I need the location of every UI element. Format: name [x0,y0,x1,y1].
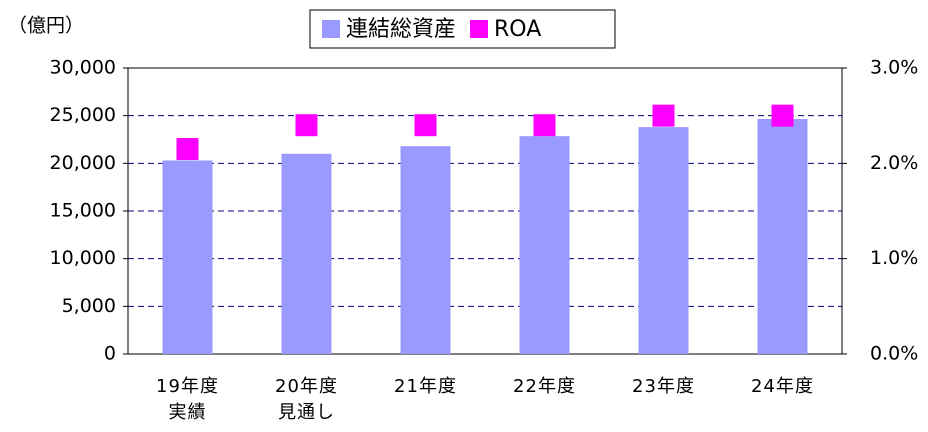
x-tick-label: 19年度 実績 [156,376,219,423]
roa-marker [771,104,794,127]
legend-label: 連結総資産 [346,17,456,42]
roa-marker [533,114,556,137]
legend-swatch [470,20,489,38]
plot-border [127,67,843,355]
legend-label: ROA [494,17,541,42]
bar [162,160,213,354]
x-tick-label: 24年度 [751,376,814,397]
bar [400,146,451,354]
y2-tick-label: 1.0% [870,247,918,269]
x-tick-label: 21年度 [394,376,457,397]
bar [638,127,689,355]
roa-marker [176,138,199,161]
bar [281,153,332,354]
x-tick-label: 22年度 [513,376,576,397]
y-tick-label: 25,000 [50,104,116,126]
roa-marker [414,114,437,137]
x-tick-label: 20年度 見通し [275,376,338,423]
y-tick-label: 10,000 [50,247,116,269]
y-tick-label: 15,000 [50,200,116,222]
y2-tick-label: 0.0% [870,343,918,365]
y2-tick-label: 3.0% [870,57,918,79]
roa-marker [652,104,675,127]
roa-marker [295,114,318,137]
x-tick-label: 23年度 [632,376,695,397]
y-tick-label: 30,000 [50,57,116,79]
legend-swatch [322,20,340,38]
bar [757,119,808,355]
y-unit: （億円） [8,15,84,37]
bar [519,136,570,354]
y2-tick-label: 2.0% [870,152,918,174]
legend-box [309,9,616,49]
y-tick-label: 5,000 [62,295,116,317]
y-tick-label: 0 [104,343,116,365]
y-tick-label: 20,000 [50,152,116,174]
